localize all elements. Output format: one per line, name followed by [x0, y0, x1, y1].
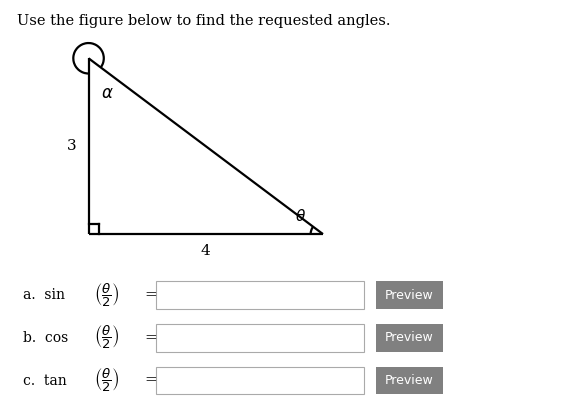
Text: $\theta$: $\theta$ [295, 208, 306, 223]
Text: =: = [145, 374, 157, 387]
Text: $\left(\dfrac{\theta}{2}\right)$: $\left(\dfrac{\theta}{2}\right)$ [94, 282, 119, 309]
Text: Use the figure below to find the requested angles.: Use the figure below to find the request… [17, 14, 391, 28]
Text: =: = [145, 331, 157, 345]
Text: =: = [145, 288, 157, 302]
Text: $\left(\dfrac{\theta}{2}\right)$: $\left(\dfrac{\theta}{2}\right)$ [94, 367, 119, 394]
Text: 4: 4 [201, 243, 211, 258]
Text: c.  tan: c. tan [23, 374, 66, 387]
Text: $\alpha$: $\alpha$ [102, 85, 114, 102]
Text: Preview: Preview [385, 289, 434, 302]
Text: $\left(\dfrac{\theta}{2}\right)$: $\left(\dfrac{\theta}{2}\right)$ [94, 324, 119, 351]
Text: Preview: Preview [385, 374, 434, 387]
Text: a.  sin: a. sin [23, 288, 65, 302]
Text: Preview: Preview [385, 331, 434, 344]
Text: b.  cos: b. cos [23, 331, 68, 345]
Text: 3: 3 [68, 139, 77, 153]
